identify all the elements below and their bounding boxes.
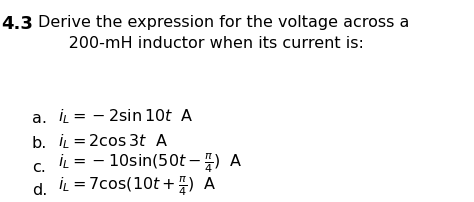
Text: $i_L = 7\cos(10t + \frac{\pi}{4})$  A: $i_L = 7\cos(10t + \frac{\pi}{4})$ A <box>58 173 217 197</box>
Text: $i_L = 2\cos 3t$  A: $i_L = 2\cos 3t$ A <box>58 131 168 150</box>
Text: 4.3: 4.3 <box>1 15 33 33</box>
Text: d.: d. <box>32 182 47 197</box>
Text: $i_L = -2\sin 10t$  A: $i_L = -2\sin 10t$ A <box>58 106 194 125</box>
Text: a.: a. <box>32 110 47 125</box>
Text: c.: c. <box>32 159 46 174</box>
Text: $i_L = -10\sin(50t - \frac{\pi}{4})$  A: $i_L = -10\sin(50t - \frac{\pi}{4})$ A <box>58 150 243 174</box>
Text: b.: b. <box>32 135 47 150</box>
Text: Derive the expression for the voltage across a
      200-mH inductor when its cu: Derive the expression for the voltage ac… <box>38 15 410 51</box>
